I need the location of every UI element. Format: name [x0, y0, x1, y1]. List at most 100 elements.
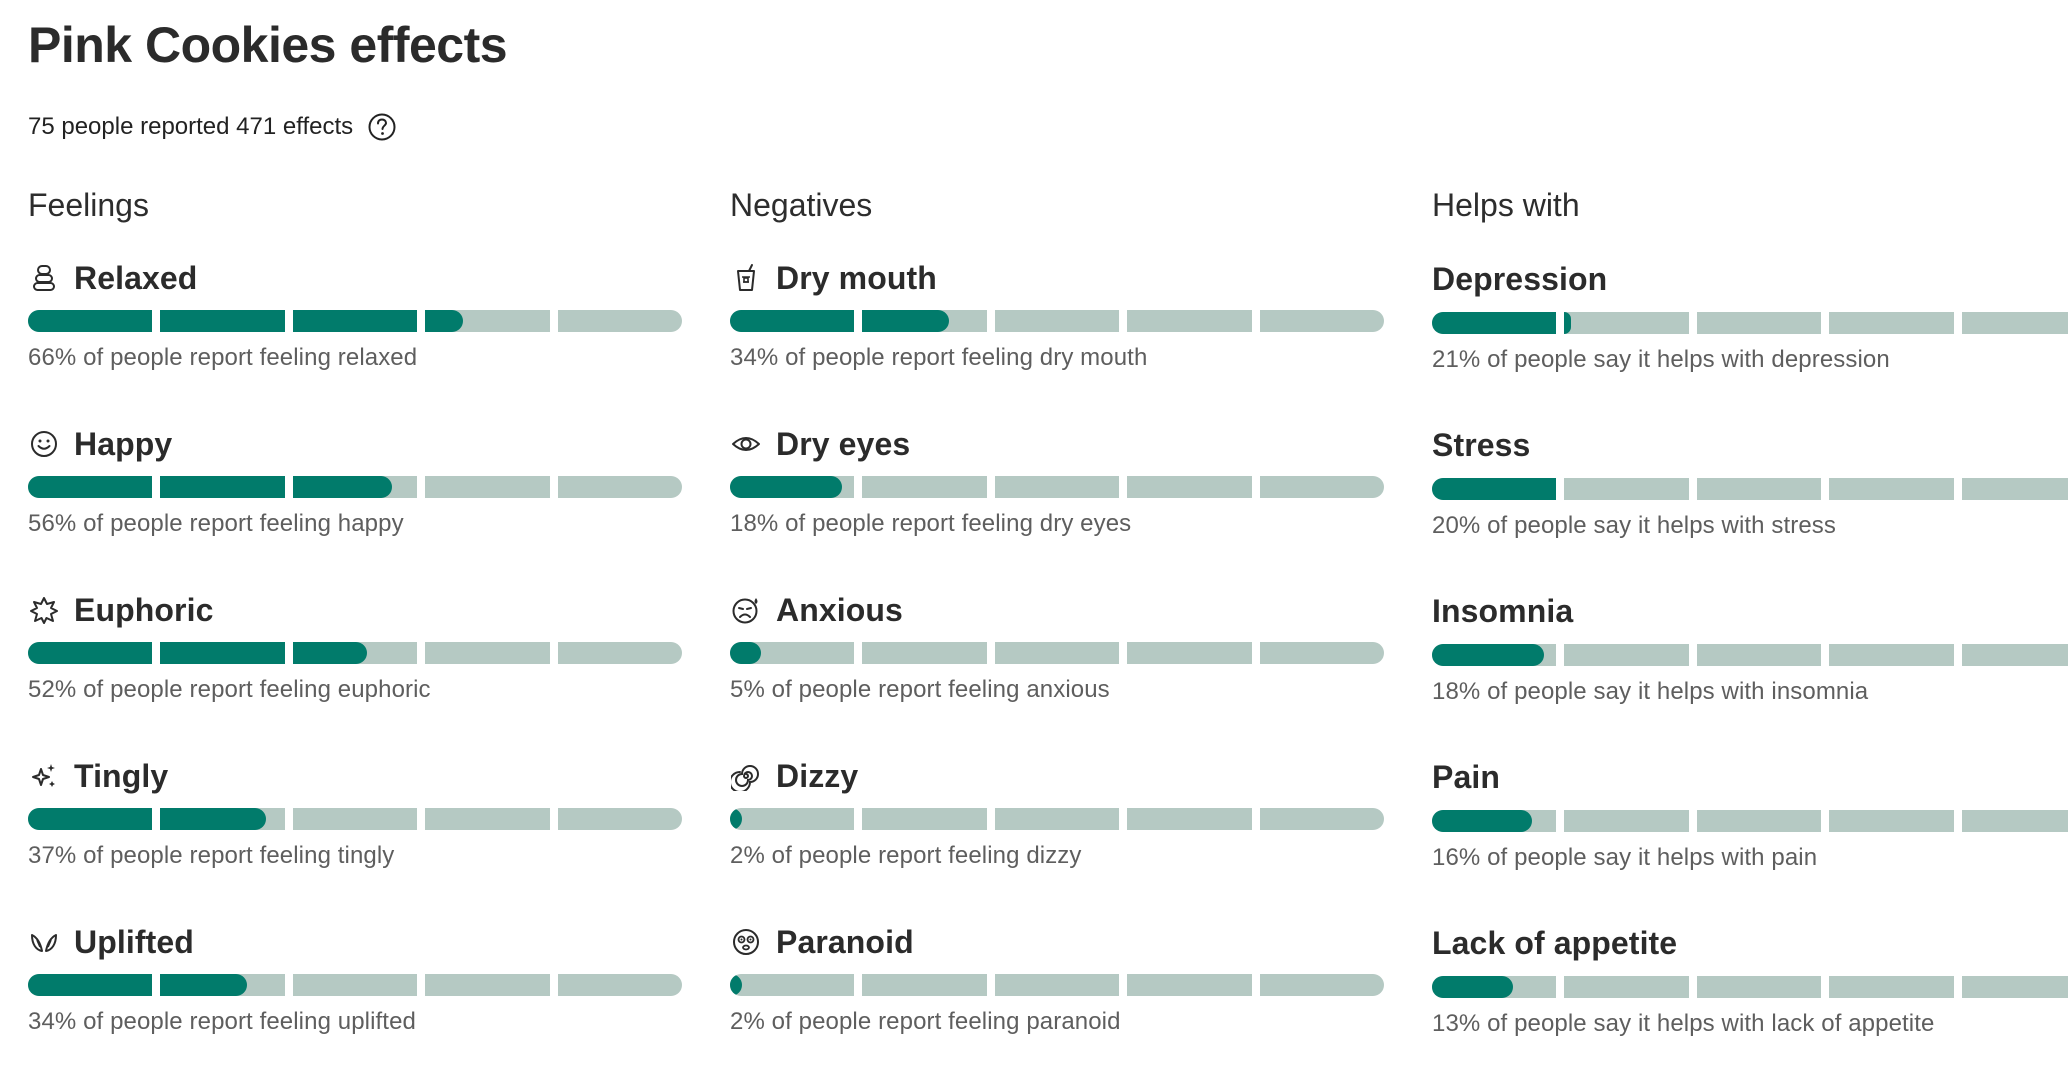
bar-fill [28, 642, 153, 664]
bar-segment [1564, 478, 1689, 500]
bar-segment [292, 974, 418, 996]
bar-segment [862, 808, 987, 830]
bar-segment [730, 476, 855, 498]
bar-segment [1696, 312, 1822, 334]
bar-segment [292, 808, 418, 830]
effect-label: Relaxed [74, 259, 198, 296]
bar-segment [557, 974, 682, 996]
bar-segment [425, 808, 550, 830]
bar-segment [730, 642, 855, 664]
page-title: Pink Cookies effects [28, 17, 508, 73]
effect-anxious: Anxious 5% of people report feeling anxio… [730, 590, 1384, 756]
effect-description: 21% of people say it helps with depressi… [1432, 346, 1890, 373]
bar-segment [730, 974, 855, 996]
bar-segment [160, 642, 285, 664]
bar-segment [1259, 310, 1384, 332]
effect-description: 2% of people report feeling paranoid [730, 1008, 1121, 1035]
bar-segment [994, 476, 1120, 498]
effect-description: 5% of people report feeling anxious [730, 676, 1110, 703]
effect-progress-bar [28, 310, 682, 332]
bar-segment [1259, 476, 1384, 498]
column-helps-with: Helps with Depression 21% of people say it… [1432, 184, 2068, 1088]
effect-stress: Stress 20% of people say it helps with st… [1432, 424, 2068, 590]
bar-segment [1432, 478, 1557, 500]
effect-header: Insomnia [1432, 590, 2068, 632]
bar-fill [1432, 976, 1513, 998]
bar-segment [557, 310, 682, 332]
bar-segment [1961, 976, 2068, 998]
effect-header: Depression [1432, 258, 2068, 300]
effect-tingly: Tingly 37% of people report feeling tingl… [28, 756, 682, 922]
bar-segment [1432, 312, 1557, 334]
bar-segment [1829, 810, 1954, 832]
effect-description: 18% of people say it helps with insomnia [1432, 678, 1869, 705]
bar-segment [862, 974, 987, 996]
effect-progress-bar [1432, 644, 2068, 666]
effect-label: Anxious [776, 591, 903, 628]
bar-fill [28, 808, 153, 830]
starburst-icon [28, 594, 60, 626]
bar-segment [862, 310, 987, 332]
effect-progress-bar [1432, 976, 2068, 998]
bar-segment [1127, 310, 1252, 332]
bar-segment [1961, 478, 2068, 500]
bar-fill [28, 476, 153, 498]
paranoid-face-icon [730, 926, 762, 958]
effect-progress-bar [730, 642, 1384, 664]
bar-segment [425, 974, 550, 996]
bar-segment [557, 476, 682, 498]
effect-header: Euphoric [28, 590, 682, 630]
bar-segment [1829, 312, 1954, 334]
effect-header: Happy [28, 424, 682, 464]
bar-fill [1432, 810, 1532, 832]
bar-segment [1259, 808, 1384, 830]
bar-fill [292, 642, 368, 664]
effect-insomnia: Insomnia 18% of people say it helps with … [1432, 590, 2068, 756]
bar-segment [557, 808, 682, 830]
bar-segment [1961, 312, 2068, 334]
bar-segment [1961, 644, 2068, 666]
effect-dry-mouth: Dry mouth 34% of people report feeling dr… [730, 258, 1384, 424]
spiral-icon [730, 760, 762, 792]
bar-segment [425, 642, 550, 664]
bar-segment [730, 310, 855, 332]
effect-label: Lack of appetite [1432, 924, 1678, 961]
wings-icon [28, 926, 60, 958]
cup-icon [730, 262, 762, 294]
bar-segment [1961, 810, 2068, 832]
effect-label: Tingly [74, 757, 169, 794]
effect-progress-bar [28, 974, 682, 996]
bar-segment [425, 476, 550, 498]
bar-segment [1564, 644, 1689, 666]
effect-header: Tingly [28, 756, 682, 796]
column-title: Feelings [28, 187, 149, 223]
bar-fill [160, 974, 248, 996]
help-icon[interactable] [367, 112, 397, 142]
bar-fill [730, 974, 743, 996]
effect-header: Dizzy [730, 756, 1384, 796]
effect-description: 56% of people report feeling happy [28, 510, 404, 537]
bar-segment [1127, 476, 1252, 498]
bar-fill [28, 974, 153, 996]
effect-label: Pain [1432, 758, 1500, 795]
bar-segment [994, 974, 1120, 996]
effect-pain: Pain 16% of people say it helps with pain [1432, 756, 2068, 922]
eye-icon [730, 428, 762, 460]
person-stack-icon [28, 262, 60, 294]
bar-segment [1696, 478, 1822, 500]
effect-progress-bar [730, 808, 1384, 830]
smile-icon [28, 428, 60, 460]
effect-description: 37% of people report feeling tingly [28, 842, 395, 869]
bar-segment [1696, 810, 1822, 832]
effect-header: Lack of appetite [1432, 922, 2068, 964]
effect-header: Dry eyes [730, 424, 1384, 464]
bar-segment [292, 642, 418, 664]
bar-segment [1564, 976, 1689, 998]
effect-progress-bar [1432, 810, 2068, 832]
bar-fill [1564, 312, 1571, 334]
bar-segment [1432, 644, 1557, 666]
bar-segment [557, 642, 682, 664]
bar-segment [160, 476, 285, 498]
bar-segment [1696, 644, 1822, 666]
effect-label: Euphoric [74, 591, 214, 628]
